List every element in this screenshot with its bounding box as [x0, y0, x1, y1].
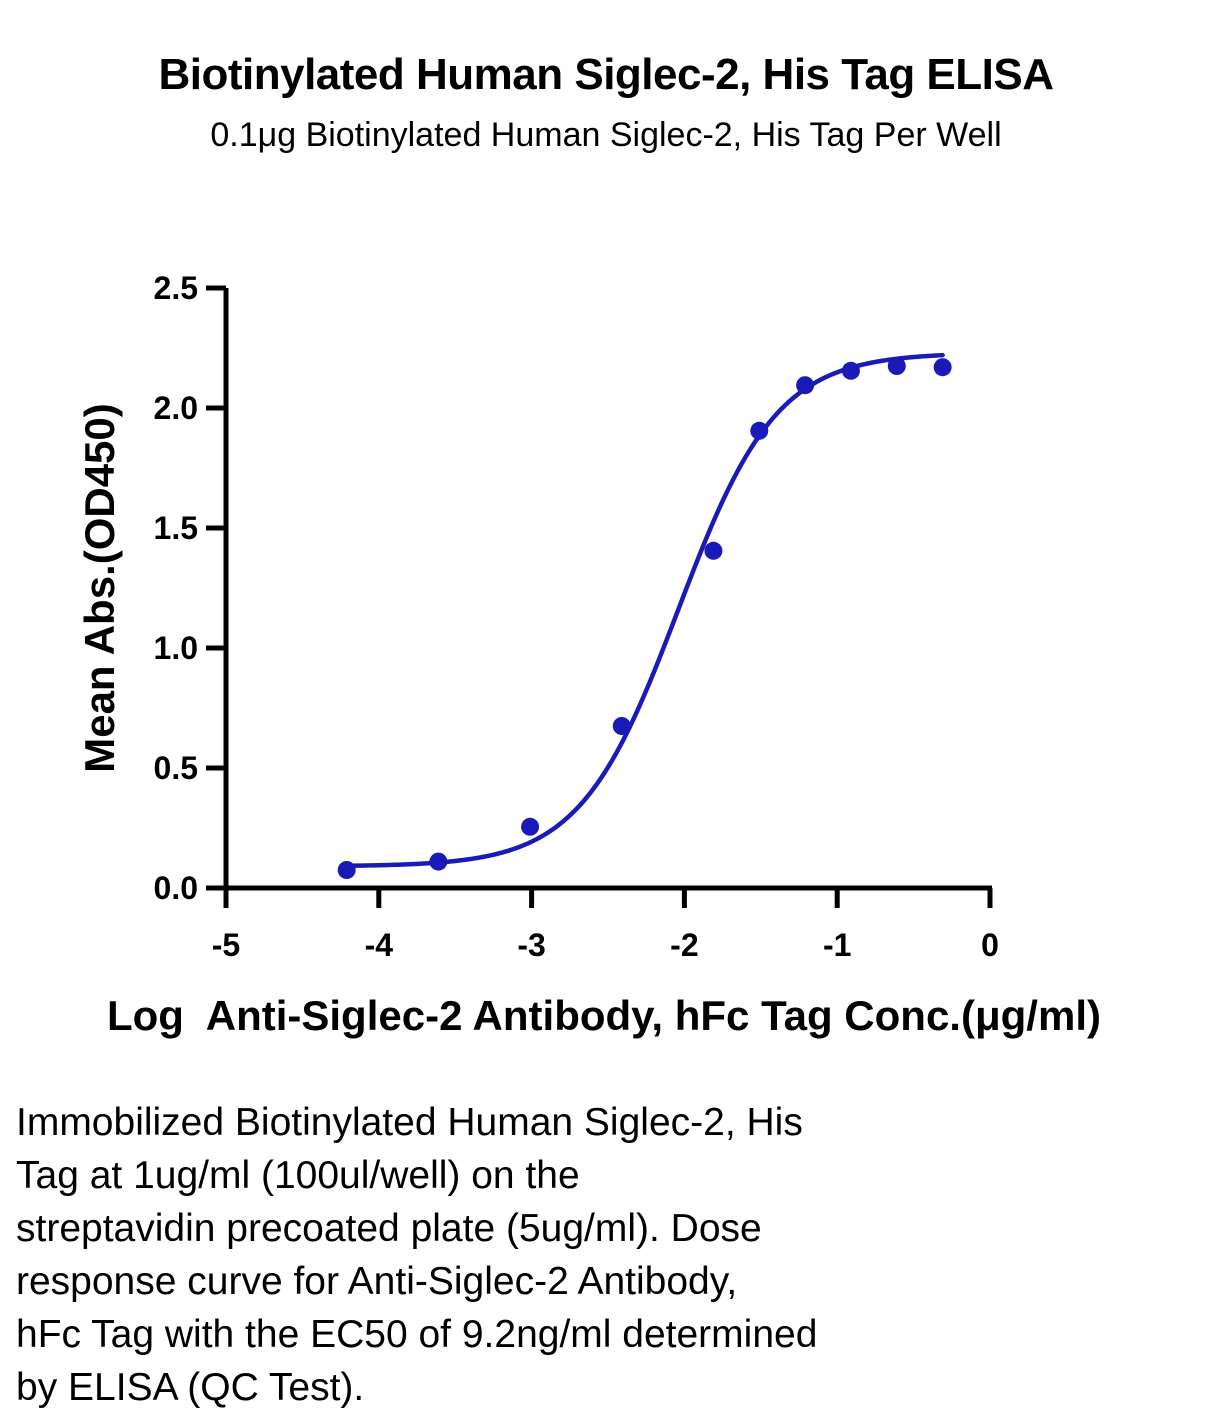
y-tick-label: 1.0 [154, 630, 198, 666]
x-tick-label: -1 [823, 927, 851, 963]
y-tick-label: 1.5 [154, 510, 198, 546]
data-point [612, 717, 631, 735]
caption-line: streptavidin precoated plate (5ug/ml). D… [16, 1207, 762, 1250]
data-point [337, 861, 356, 879]
y-tick-label: 2.0 [154, 390, 198, 426]
fit-curve [344, 352, 945, 869]
data-point [933, 358, 952, 377]
y-tick-label: 2.5 [154, 270, 198, 306]
x-axis-title: Log Anti-Siglec-2 Antibody, hFc Tag Conc… [107, 992, 1101, 1039]
caption-line: Immobilized Biotinylated Human Siglec-2,… [16, 1101, 803, 1144]
y-tick-label: 0.5 [154, 750, 198, 786]
data-point [796, 376, 815, 395]
caption-line: by ELISA (QC Test). [16, 1366, 365, 1409]
caption: Immobilized Biotinylated Human Siglec-2,… [16, 1096, 1026, 1414]
y-tick-label: 0.0 [154, 870, 198, 906]
x-tick-label: -2 [670, 927, 698, 963]
elisa-chart: 0.0 0.5 1.0 1.5 2.0 2.5 -5 -4 -3 -2 -1 0 Mean Abs.(… [76, 270, 1101, 1039]
axes [206, 285, 993, 908]
data-point [704, 541, 723, 560]
data-point [841, 361, 860, 380]
caption-line: response curve for Anti-Siglec-2 Antibod… [16, 1260, 738, 1303]
data-point [429, 852, 448, 871]
caption-line: Tag at 1ug/ml (100ul/well) on the [16, 1154, 580, 1197]
fit-curve-layer [344, 352, 945, 869]
x-tick-label: 0 [981, 927, 999, 963]
y-axis-title: Mean Abs.(OD450) [76, 403, 123, 773]
caption-line: hFc Tag with the EC50 of 9.2ng/ml determ… [16, 1313, 818, 1356]
x-tick-label: -5 [212, 927, 240, 963]
data-point [887, 357, 906, 375]
x-tick-label: -3 [517, 927, 545, 963]
data-point [750, 421, 769, 440]
data-points-layer [337, 357, 952, 879]
chart-subtitle: 0.1μg Biotinylated Human Siglec-2, His T… [210, 116, 1002, 154]
x-tick-label: -4 [365, 927, 394, 963]
tick-labels-layer: 0.0 0.5 1.0 1.5 2.0 2.5 -5 -4 -3 -2 -1 0 [154, 270, 999, 963]
data-point [521, 817, 540, 836]
chart-title: Biotinylated Human Siglec-2, His Tag ELI… [158, 50, 1054, 99]
